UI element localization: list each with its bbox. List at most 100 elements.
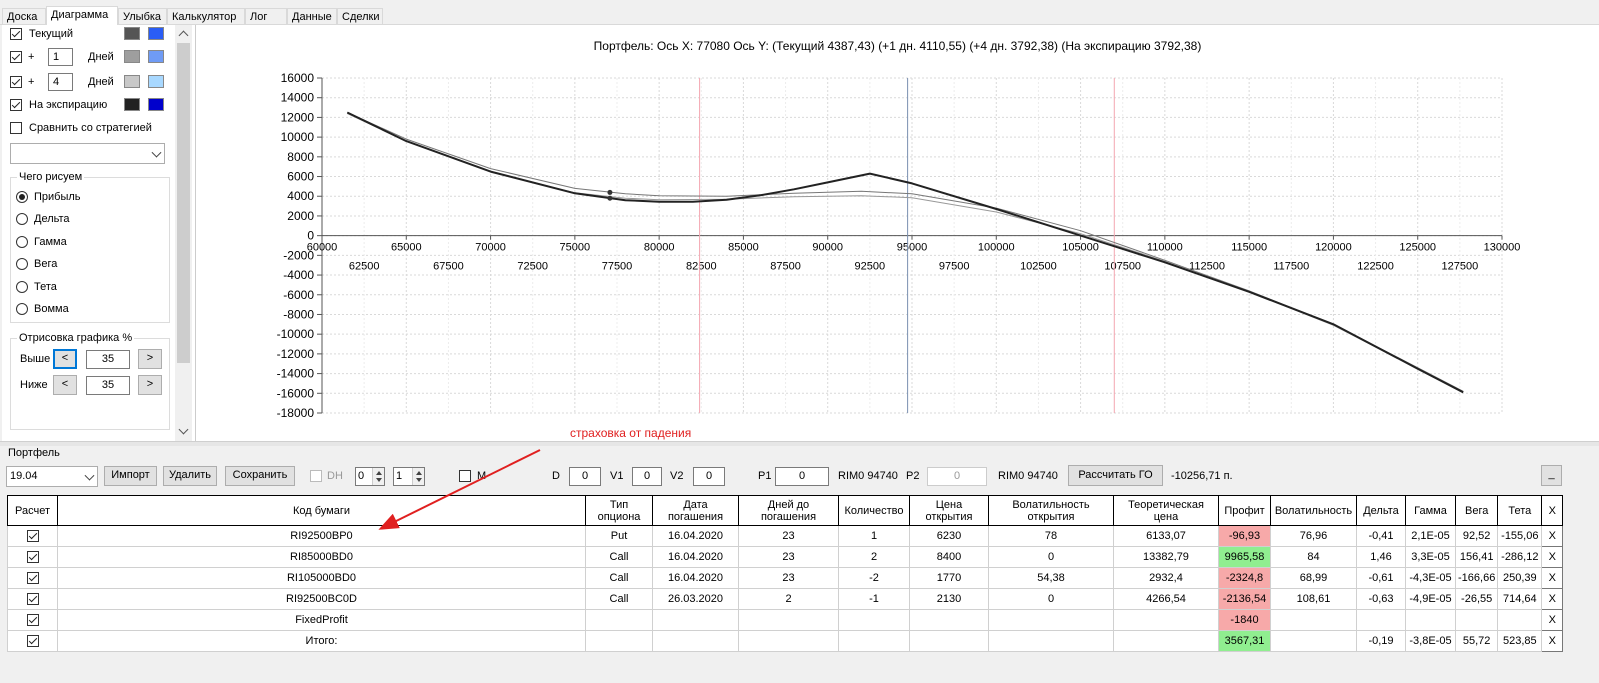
current-alt-color-swatch[interactable] bbox=[148, 27, 164, 40]
plus2-checkbox[interactable] bbox=[10, 76, 22, 88]
plus1-days-input[interactable]: 1 bbox=[48, 48, 73, 66]
remove-row-button[interactable]: X bbox=[1541, 630, 1564, 652]
qty-cell[interactable] bbox=[838, 609, 910, 631]
days-cell[interactable]: 23 bbox=[738, 525, 839, 547]
col-header-theta[interactable]: Тета bbox=[1497, 495, 1543, 526]
qty-cell[interactable]: -2 bbox=[838, 567, 910, 589]
col-header-vega[interactable]: Вега bbox=[1454, 495, 1499, 526]
gamma-cell[interactable]: -3,8E-05 bbox=[1405, 630, 1456, 652]
theta-cell[interactable]: 250,39 bbox=[1497, 567, 1543, 589]
payoff-chart[interactable]: 16000 14000 12000 10000 8000 6000 4000 2000 0 -20… bbox=[196, 25, 1599, 443]
v1-input[interactable]: 0 bbox=[632, 467, 662, 486]
qty-cell[interactable]: -1 bbox=[838, 588, 910, 610]
minimize-button[interactable]: _ bbox=[1541, 465, 1562, 486]
table-row[interactable]: Итого: 3567,31 -0,19 -3,8E-05 55,72 523,85 X bbox=[7, 630, 1564, 652]
v2-input[interactable]: 0 bbox=[693, 467, 725, 486]
tab-data[interactable]: Данные bbox=[287, 8, 337, 24]
delta-cell[interactable]: -0,61 bbox=[1356, 567, 1406, 589]
gamma-cell[interactable] bbox=[1405, 609, 1456, 631]
theta-cell[interactable]: 523,85 bbox=[1497, 630, 1543, 652]
days-cell[interactable] bbox=[738, 630, 839, 652]
left-panel-scrollbar[interactable] bbox=[175, 25, 192, 445]
remove-row-button[interactable]: X bbox=[1541, 546, 1564, 568]
table-row[interactable]: RI92500BC0D Call 26.03.2020 2 -1 2130 0 4266,54… bbox=[7, 588, 1564, 610]
vol-cell[interactable] bbox=[1270, 609, 1357, 631]
delta-cell[interactable] bbox=[1356, 609, 1406, 631]
theo-cell[interactable]: 6133,07 bbox=[1113, 525, 1219, 547]
current-color-swatch[interactable] bbox=[124, 27, 140, 40]
profit-cell[interactable]: 9965,58 bbox=[1218, 546, 1271, 568]
days-cell[interactable]: 23 bbox=[738, 567, 839, 589]
tab-calculator[interactable]: Калькулятор bbox=[167, 8, 245, 24]
table-row[interactable]: RI105000BD0 Call 16.04.2020 23 -2 1770 54,38 29… bbox=[7, 567, 1564, 589]
spin-arrows-icon[interactable] bbox=[372, 468, 384, 485]
type-cell[interactable]: Call bbox=[585, 567, 653, 589]
p1-input[interactable]: 0 bbox=[775, 467, 829, 486]
days-cell[interactable]: 23 bbox=[738, 546, 839, 568]
table-row[interactable]: RI85000BD0 Call 16.04.2020 23 2 8400 0 13382,79… bbox=[7, 546, 1564, 568]
plus1-checkbox[interactable] bbox=[10, 51, 22, 63]
plus1-alt-color-swatch[interactable] bbox=[148, 50, 164, 63]
above-decrease-button[interactable]: < bbox=[53, 349, 77, 369]
strategy-select[interactable] bbox=[10, 143, 165, 164]
remove-row-button[interactable]: X bbox=[1541, 567, 1564, 589]
radio-vomma[interactable] bbox=[16, 303, 28, 315]
calc-checkbox[interactable] bbox=[26, 635, 39, 648]
delta-cell[interactable]: -0,19 bbox=[1356, 630, 1406, 652]
open-vol-cell[interactable]: 0 bbox=[988, 546, 1114, 568]
table-row[interactable]: FixedProfit -1840 X bbox=[7, 609, 1564, 631]
col-header-type[interactable]: Тип опциона bbox=[585, 495, 653, 526]
col-header-open-price[interactable]: Цена открытия bbox=[909, 495, 989, 526]
open-vol-cell[interactable] bbox=[988, 630, 1114, 652]
theo-cell[interactable]: 2932,4 bbox=[1113, 567, 1219, 589]
open-vol-cell[interactable]: 54,38 bbox=[988, 567, 1114, 589]
above-value-input[interactable]: 35 bbox=[86, 350, 130, 369]
qty-cell[interactable]: 2 bbox=[838, 546, 910, 568]
calc-checkbox[interactable] bbox=[26, 593, 39, 606]
d-input[interactable]: 0 bbox=[569, 467, 601, 486]
scroll-thumb[interactable] bbox=[177, 43, 190, 363]
vol-cell[interactable]: 68,99 bbox=[1270, 567, 1357, 589]
theta-cell[interactable]: 714,64 bbox=[1497, 588, 1543, 610]
remove-row-button[interactable]: X bbox=[1541, 609, 1564, 631]
theta-cell[interactable] bbox=[1497, 609, 1543, 631]
code-cell[interactable]: FixedProfit bbox=[57, 609, 586, 631]
dh-spin-2[interactable]: 1 bbox=[393, 467, 425, 486]
delta-cell[interactable]: -0,41 bbox=[1356, 525, 1406, 547]
theta-cell[interactable]: -286,12 bbox=[1497, 546, 1543, 568]
theta-cell[interactable]: -155,06 bbox=[1497, 525, 1543, 547]
p2-input[interactable]: 0 bbox=[927, 467, 987, 486]
type-cell[interactable]: Put bbox=[585, 525, 653, 547]
tab-board[interactable]: Доска bbox=[2, 8, 46, 24]
gamma-cell[interactable]: -4,9E-05 bbox=[1405, 588, 1456, 610]
profit-cell[interactable]: -2136,54 bbox=[1218, 588, 1271, 610]
col-header-profit[interactable]: Профит bbox=[1218, 495, 1271, 526]
vol-cell[interactable]: 76,96 bbox=[1270, 525, 1357, 547]
profit-cell[interactable]: -1840 bbox=[1218, 609, 1271, 631]
open-price-cell[interactable] bbox=[909, 609, 989, 631]
below-decrease-button[interactable]: < bbox=[53, 375, 77, 395]
m-checkbox[interactable] bbox=[459, 470, 471, 482]
profit-cell[interactable]: -96,93 bbox=[1218, 525, 1271, 547]
current-checkbox[interactable] bbox=[10, 28, 22, 40]
vega-cell[interactable]: -26,55 bbox=[1454, 588, 1499, 610]
vol-cell[interactable]: 84 bbox=[1270, 546, 1357, 568]
col-header-days[interactable]: Дней до погашения bbox=[738, 495, 839, 526]
date-select[interactable]: 19.04 bbox=[6, 466, 98, 487]
radio-vega[interactable] bbox=[16, 258, 28, 270]
date-cell[interactable]: 26.03.2020 bbox=[652, 588, 739, 610]
theo-cell[interactable] bbox=[1113, 609, 1219, 631]
days-cell[interactable] bbox=[738, 609, 839, 631]
expiration-checkbox[interactable] bbox=[10, 99, 22, 111]
days-cell[interactable]: 2 bbox=[738, 588, 839, 610]
code-cell[interactable]: RI105000BD0 bbox=[57, 567, 586, 589]
calc-checkbox[interactable] bbox=[26, 614, 39, 627]
remove-row-button[interactable]: X bbox=[1541, 588, 1564, 610]
panel-splitter[interactable] bbox=[0, 441, 1599, 446]
code-cell[interactable]: Итого: bbox=[57, 630, 586, 652]
col-header-vol[interactable]: Волатильность bbox=[1270, 495, 1357, 526]
qty-cell[interactable] bbox=[838, 630, 910, 652]
plus2-alt-color-swatch[interactable] bbox=[148, 75, 164, 88]
radio-theta[interactable] bbox=[16, 281, 28, 293]
calc-go-button[interactable]: Рассчитать ГО bbox=[1068, 465, 1163, 486]
